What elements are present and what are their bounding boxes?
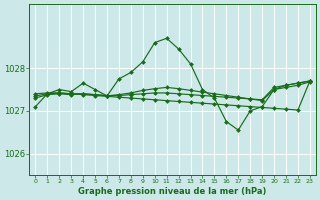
X-axis label: Graphe pression niveau de la mer (hPa): Graphe pression niveau de la mer (hPa) [78, 187, 267, 196]
